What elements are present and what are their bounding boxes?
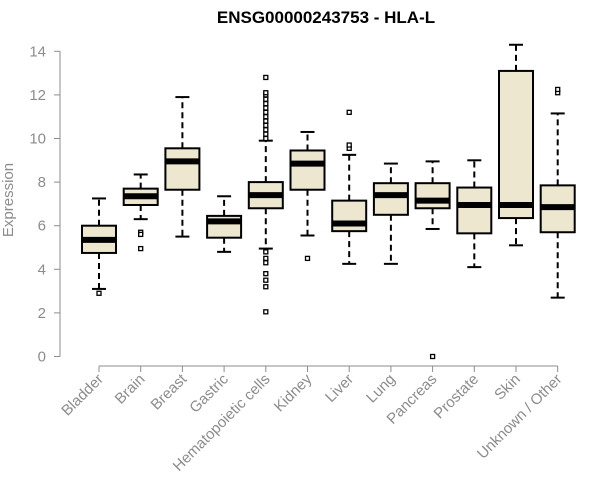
x-tick-label: Kidney	[271, 370, 316, 415]
box-2	[122, 173, 159, 252]
y-tick-label: 4	[38, 261, 46, 278]
y-tick-label: 0	[38, 349, 46, 366]
iqr-box	[456, 186, 493, 235]
y-tick-label: 14	[29, 43, 46, 60]
outlier-point	[138, 245, 144, 252]
outlier-point	[263, 255, 269, 262]
box-4	[206, 195, 243, 253]
outlier-point	[263, 284, 269, 290]
box-11	[498, 43, 534, 247]
boxes-group	[81, 43, 576, 360]
outlier-point	[263, 249, 269, 255]
box-9	[414, 160, 451, 360]
outlier-point	[263, 131, 269, 137]
box-12	[539, 86, 576, 299]
box-5	[247, 74, 284, 315]
x-tick-label: Liver	[322, 371, 357, 406]
outlier-point	[346, 109, 352, 115]
outlier-point	[138, 231, 144, 238]
outlier-point	[263, 277, 269, 283]
outlier-point	[263, 127, 269, 133]
x-tick-label: Lung	[363, 371, 399, 407]
outlier-point	[263, 271, 269, 277]
x-tick-label: Bladder	[58, 371, 107, 420]
outlier-point	[263, 96, 269, 102]
x-tick-label: Skin	[491, 371, 524, 404]
iqr-box	[498, 69, 534, 220]
outlier-point	[263, 109, 269, 115]
outlier-point	[263, 309, 269, 315]
outlier-point	[263, 118, 269, 124]
iqr-box	[414, 182, 451, 210]
outlier-point	[263, 260, 269, 266]
y-tick-label: 12	[29, 87, 46, 104]
box-8	[372, 162, 409, 265]
y-axis: 0 2 4 6 8 10 12 14	[29, 43, 61, 366]
outlier-point	[346, 142, 352, 148]
chart-title: ENSG00000243753 - HLA-L	[217, 8, 435, 27]
box-6	[289, 130, 326, 262]
outlier-point	[263, 100, 269, 107]
x-tick-label: Prostate	[431, 371, 483, 423]
outlier-point	[263, 74, 269, 81]
x-tick-label: Breast	[148, 370, 191, 413]
y-tick-label: 10	[29, 131, 46, 148]
outlier-point	[555, 86, 561, 93]
y-tick-label: 6	[38, 218, 46, 235]
outlier-point	[263, 122, 269, 129]
outlier-point	[429, 353, 436, 360]
outlier-point	[263, 135, 269, 142]
outlier-point	[96, 290, 102, 296]
iqr-box	[331, 199, 368, 233]
outlier-point	[263, 105, 269, 111]
outlier-point	[263, 90, 269, 96]
y-axis-label: Expression	[0, 163, 17, 237]
outlier-point	[304, 255, 311, 262]
outlier-point	[263, 114, 269, 120]
iqr-box	[289, 149, 326, 191]
iqr-box	[164, 147, 201, 191]
box-7	[331, 109, 368, 265]
y-tick-label: 8	[38, 174, 46, 191]
y-tick-label: 2	[38, 305, 46, 322]
box-3	[164, 96, 201, 238]
box-1	[81, 197, 117, 296]
iqr-box	[372, 182, 409, 216]
box-10	[456, 159, 493, 269]
x-tick-label: Brain	[112, 371, 149, 408]
